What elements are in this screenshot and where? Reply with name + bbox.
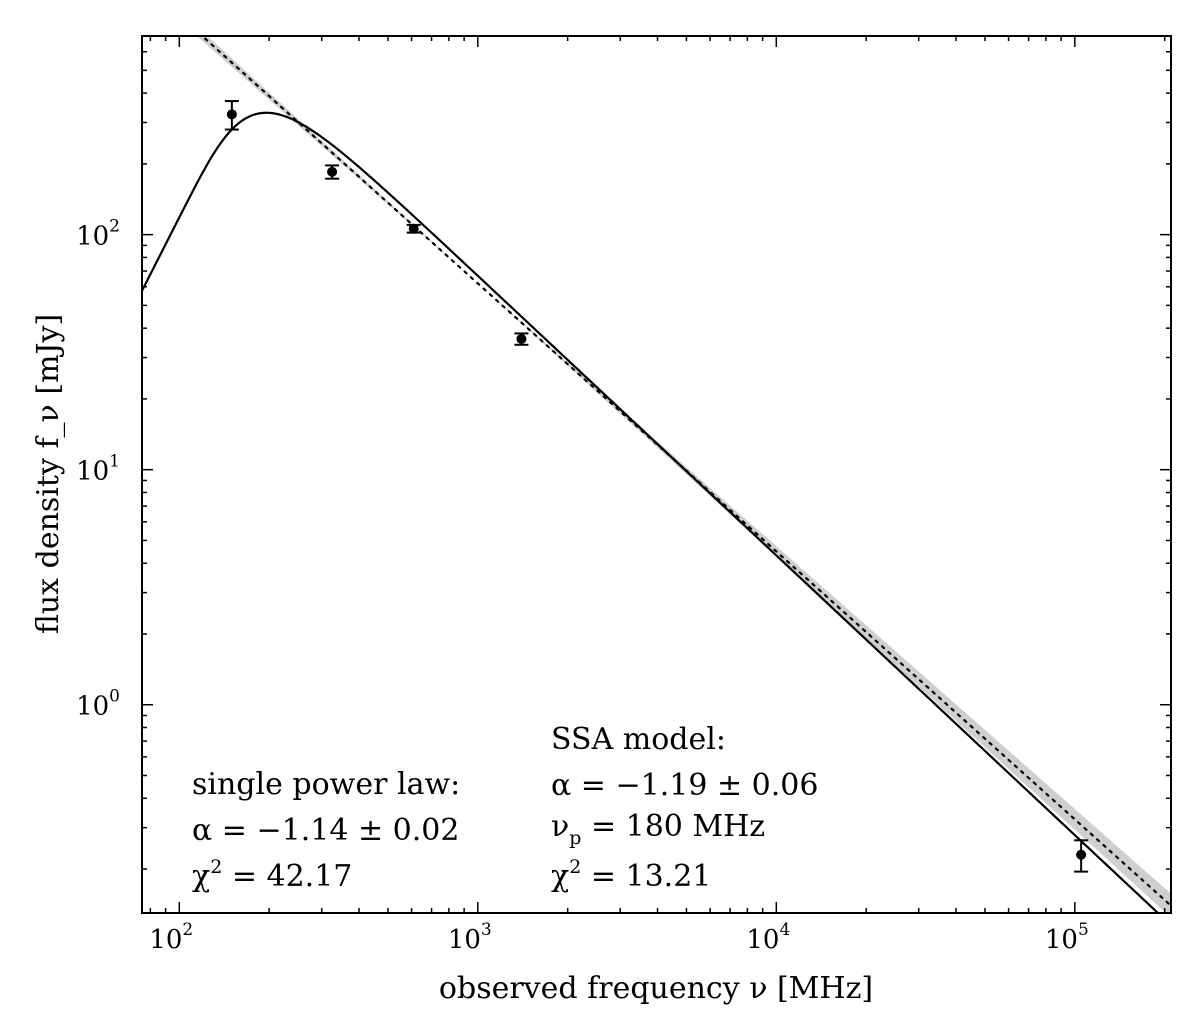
y-tick-exp: 1 — [109, 452, 120, 472]
power-law-alpha: α = −1.14 ± 0.02 — [192, 813, 459, 848]
axis-ticks — [142, 35, 1171, 913]
data-point — [325, 164, 340, 180]
x-tick-exp: 3 — [481, 920, 492, 940]
data-point — [1074, 839, 1089, 873]
x-tick-exp: 2 — [182, 920, 193, 940]
power-law-heading: single power law: — [192, 767, 460, 802]
x-tick-exp: 5 — [1078, 920, 1089, 940]
power-law-chi-value: = 42.17 — [222, 859, 352, 894]
x-axis-title: observed frequency ν [MHz] — [439, 971, 873, 1006]
data-marker — [327, 166, 338, 177]
ssa-model-line — [142, 111, 1160, 913]
x-tick-base: 10 — [448, 925, 481, 955]
ssa-chi-base: χ — [551, 859, 569, 894]
ssa-heading: SSA model: — [551, 722, 726, 757]
x-tick-exp: 4 — [779, 920, 790, 940]
x-tick-label: 103 — [448, 920, 492, 955]
data-marker — [1076, 849, 1087, 860]
ssa-chi-value: = 13.21 — [581, 859, 711, 894]
power-law-uncertainty-band — [196, 36, 1171, 913]
power-law-chi-base: χ — [192, 859, 210, 894]
ssa-alpha: α = −1.19 ± 0.06 — [551, 768, 818, 803]
power-law-chi2: χ2 = 42.17 — [192, 856, 352, 894]
x-tick-label: 102 — [149, 920, 193, 955]
y-tick-label: 101 — [76, 452, 120, 487]
power-law-chi-exp: 2 — [210, 856, 222, 878]
x-tick-label: 105 — [1045, 920, 1089, 955]
model-lines — [142, 36, 1171, 913]
data-point — [406, 223, 421, 234]
x-tick-base: 10 — [1045, 925, 1078, 955]
y-tick-exp: 2 — [109, 217, 120, 237]
ssa-nu-value: = 180 MHz — [581, 809, 765, 844]
ssa-nu-sub: p — [569, 827, 581, 849]
y-tick-base: 10 — [76, 222, 109, 252]
y-tick-base: 10 — [76, 457, 109, 487]
data-points — [224, 100, 1089, 873]
y-tick-exp: 0 — [109, 687, 120, 707]
data-marker — [408, 223, 419, 234]
x-tick-base: 10 — [149, 925, 182, 955]
data-point — [514, 332, 529, 346]
y-tick-base: 10 — [76, 692, 109, 722]
ssa-chi2: χ2 = 13.21 — [551, 856, 711, 894]
x-tick-label: 104 — [746, 920, 790, 955]
data-point — [224, 100, 239, 131]
x-tick-base: 10 — [746, 925, 779, 955]
y-tick-label: 102 — [76, 217, 120, 252]
plot-frame — [141, 35, 1172, 914]
ssa-nu-peak: νp = 180 MHz — [551, 809, 765, 849]
power-law-band — [196, 36, 1171, 913]
y-tick-label: 100 — [76, 687, 120, 722]
y-axis-title: flux density f_ν [mJy] — [31, 314, 66, 634]
data-marker — [516, 333, 527, 344]
data-marker — [226, 109, 237, 120]
ssa-chi-exp: 2 — [569, 856, 581, 878]
ssa-nu-base: ν — [551, 809, 569, 844]
